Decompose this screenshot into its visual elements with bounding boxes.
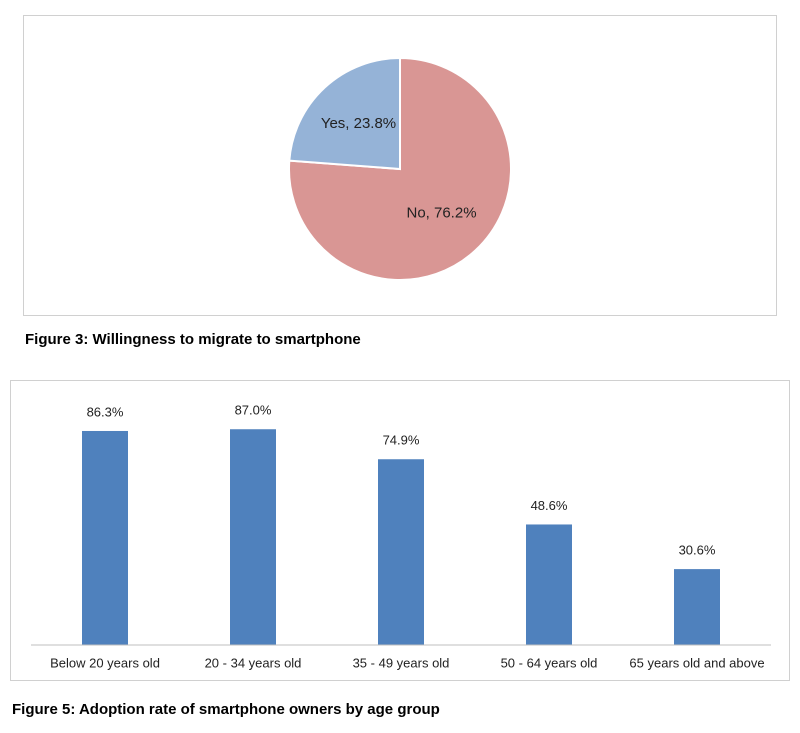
data-label: 74.9% [383,433,420,448]
bar [674,569,720,645]
x-tick-label: 50 - 64 years old [501,655,598,670]
data-label: 87.0% [235,403,272,418]
caption: Figure 5: Adoption rate of smartphone ow… [12,701,440,718]
x-tick-label: 20 - 34 years old [205,655,302,670]
data-label: 48.6% [531,498,568,513]
data-label: No, 76.2% [406,205,476,222]
bar [526,524,572,645]
data-label: 86.3% [87,404,124,419]
x-tick-label: 35 - 49 years old [353,655,450,670]
caption: Figure 3: Willingness to migrate to smar… [25,331,361,348]
data-label: Yes, 23.8% [321,115,396,132]
x-tick-label: 65 years old and above [629,655,764,670]
x-tick-label: Below 20 years old [50,655,160,670]
bar [230,429,276,645]
data-label: 30.6% [679,543,716,558]
pie-slice [288,56,512,281]
bar [378,459,424,645]
bar [82,430,128,645]
pie-slice [288,56,401,171]
